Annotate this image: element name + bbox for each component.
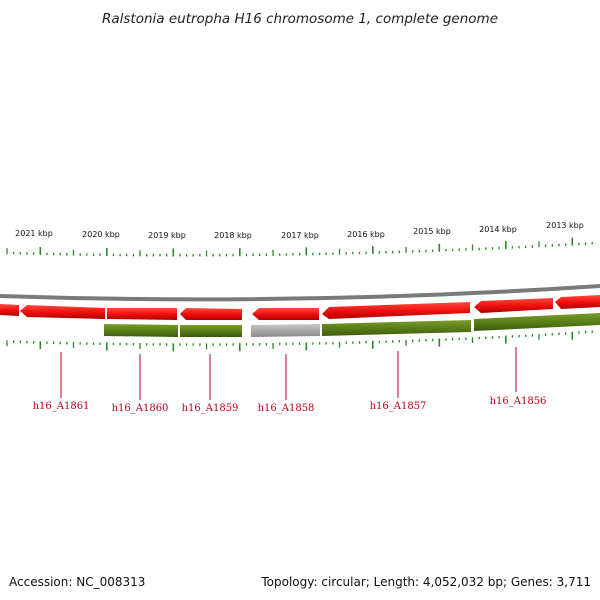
genome-summary-text: Topology: circular; Length: 4,052,032 bp… (260, 575, 591, 589)
map-title: Ralstonia eutropha H16 chromosome 1, com… (102, 11, 498, 27)
chromosome-backbone (0, 284, 600, 302)
kbp-label: 2018 kbp (214, 231, 252, 240)
gene-arrow[interactable] (180, 308, 242, 320)
gene-label[interactable]: h16_A1858 (258, 403, 315, 414)
kbp-label: 2021 kbp (15, 229, 53, 238)
scale-ticks-upper (6, 237, 593, 257)
cds-block[interactable] (180, 325, 242, 337)
gene-arrow[interactable] (555, 295, 600, 309)
cds-block[interactable] (322, 320, 471, 336)
accession-text: Accession: NC_008313 (9, 575, 145, 589)
kbp-label: 2016 kbp (347, 230, 385, 239)
cds-track (104, 313, 600, 337)
gene-track-red (0, 295, 600, 320)
gene-arrow[interactable] (107, 308, 177, 320)
kbp-label: 2014 kbp (479, 225, 517, 234)
kbp-label: 2019 kbp (148, 231, 186, 240)
kbp-label: 2015 kbp (413, 227, 451, 236)
gene-arrow[interactable] (252, 308, 319, 320)
kbp-label: 2017 kbp (281, 231, 319, 240)
gene-label-leaders (60, 347, 517, 400)
kbp-labels: 2021 kbp 2020 kbp 2019 kbp 2018 kbp 2017… (15, 221, 584, 240)
gene-label[interactable]: h16_A1861 (33, 401, 90, 412)
kbp-label: 2020 kbp (82, 230, 120, 239)
scale-ticks-lower (6, 330, 593, 352)
cds-block-pseudo[interactable] (251, 324, 320, 337)
cds-block[interactable] (474, 313, 600, 331)
gene-labels: h16_A1861 h16_A1860 h16_A1859 h16_A1858 … (33, 396, 547, 414)
gene-label[interactable]: h16_A1860 (112, 403, 169, 414)
gene-arrow[interactable] (322, 302, 470, 319)
gene-arrow[interactable] (0, 304, 19, 316)
gene-label[interactable]: h16_A1859 (182, 403, 239, 414)
cds-block[interactable] (104, 324, 178, 337)
gene-arrow[interactable] (474, 298, 553, 313)
gene-label[interactable]: h16_A1857 (370, 401, 427, 412)
kbp-label: 2013 kbp (546, 221, 584, 230)
gene-label[interactable]: h16_A1856 (490, 396, 547, 407)
gene-arrow[interactable] (20, 305, 105, 319)
